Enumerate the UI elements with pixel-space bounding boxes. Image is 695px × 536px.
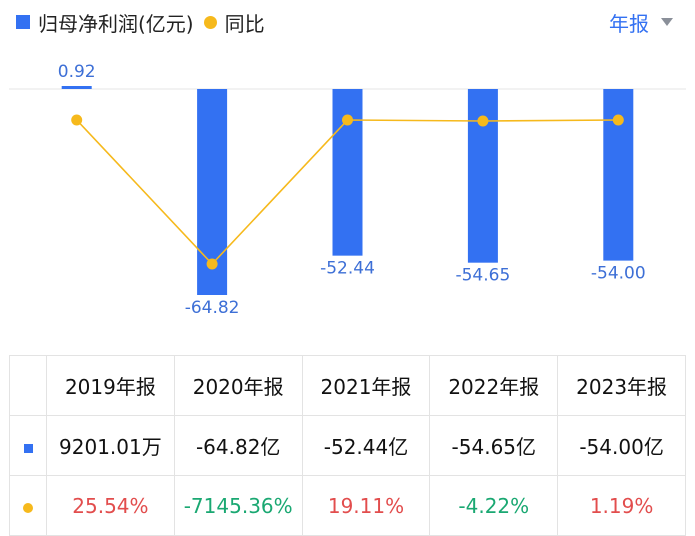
yoy-point	[612, 114, 624, 126]
yoy-point	[342, 114, 353, 126]
bar-series-marker	[23, 443, 33, 453]
yoy-row-marker-cell	[9, 475, 47, 536]
chart-legend: 归母净利润(亿元) 同比	[16, 8, 265, 36]
profit-bar	[332, 89, 363, 256]
yoy-cell: 1.19%	[557, 475, 686, 536]
profit-cell: -54.65亿	[429, 415, 559, 476]
yoy-cell: -7145.36%	[173, 475, 303, 536]
yoy-cell: 25.54%	[46, 475, 175, 536]
header-cell: 2021年报	[301, 355, 431, 416]
yoy-point	[206, 258, 218, 270]
bar-value-label: -64.82	[185, 298, 240, 318]
profit-cell: -52.44亿	[301, 415, 431, 476]
profit-bar	[467, 89, 498, 263]
header-cell: 2019年报	[46, 355, 175, 416]
yoy-point	[477, 115, 489, 127]
profit-row-marker-cell	[9, 415, 47, 476]
period-selector[interactable]: 年报	[609, 8, 673, 36]
yoy-cell: -4.22%	[429, 475, 559, 536]
period-selector-label: 年报	[609, 11, 649, 36]
bar-legend-label: 归母净利润(亿元)	[38, 11, 194, 36]
header-cell: 2022年报	[429, 355, 559, 416]
bar-value-label: 0.92	[58, 62, 96, 82]
bar-value-label: -52.44	[320, 259, 375, 279]
bar-value-label: -54.00	[591, 264, 646, 284]
table-header-row: 2019年报 2020年报 2021年报 2022年报 2023年报	[9, 355, 686, 416]
profit-bar	[61, 86, 92, 89]
line-legend-label: 同比	[224, 11, 265, 36]
yoy-cell: 19.11%	[301, 475, 431, 536]
header-cell: 2023年报	[557, 355, 686, 416]
profit-cell: -64.82亿	[173, 415, 303, 476]
profit-cell: -54.00亿	[557, 415, 686, 476]
bar-value-label: -54.65	[455, 266, 510, 286]
profit-cell: 9201.01万	[46, 415, 175, 476]
data-table: 2019年报 2020年报 2021年报 2022年报 2023年报 9201.…	[9, 355, 686, 536]
profit-row: 9201.01万 -64.82亿 -52.44亿 -54.65亿 -54.00亿	[9, 415, 686, 476]
header-corner-cell	[9, 355, 47, 416]
bar-legend-marker	[16, 15, 30, 29]
net-profit-chart: 0.92 -64.82 -52.44 -54.65 -54.00	[9, 62, 686, 318]
line-legend-marker	[203, 15, 217, 29]
line-series-marker	[23, 502, 33, 513]
yoy-point	[71, 114, 83, 126]
caret-down-icon	[661, 18, 673, 26]
header-cell: 2020年报	[173, 355, 303, 416]
yoy-row: 25.54% -7145.36% 19.11% -4.22% 1.19%	[9, 475, 686, 536]
